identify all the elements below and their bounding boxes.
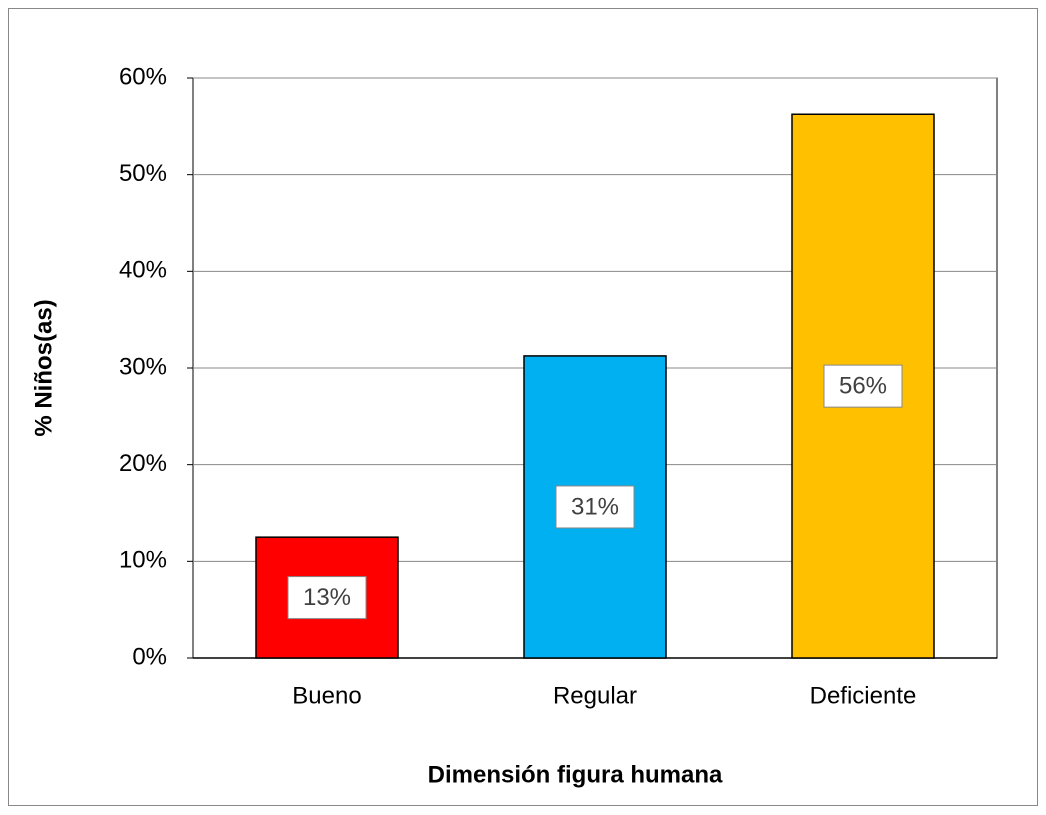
- y-tick-label: 40%: [119, 257, 167, 284]
- data-label-box: [555, 485, 635, 529]
- x-tick-label: Regular: [553, 682, 637, 709]
- y-tick-label: 60%: [119, 63, 167, 90]
- y-tick-label: 50%: [119, 160, 167, 187]
- y-tick-label: 10%: [119, 547, 167, 574]
- data-label: 31%: [571, 493, 619, 520]
- x-tick-label: Deficiente: [810, 682, 917, 709]
- y-tick-label: 30%: [119, 353, 167, 380]
- data-label: 56%: [839, 372, 887, 399]
- data-label-box: [823, 364, 903, 408]
- x-axis-title: Dimensión figura humana: [428, 761, 723, 788]
- x-tick-label: Bueno: [292, 682, 361, 709]
- y-tick-label: 0%: [132, 643, 167, 670]
- data-label-box: [287, 576, 367, 620]
- y-axis-title: % Niños(as): [30, 299, 57, 436]
- data-label: 13%: [303, 584, 351, 611]
- y-tick-label: 20%: [119, 450, 167, 477]
